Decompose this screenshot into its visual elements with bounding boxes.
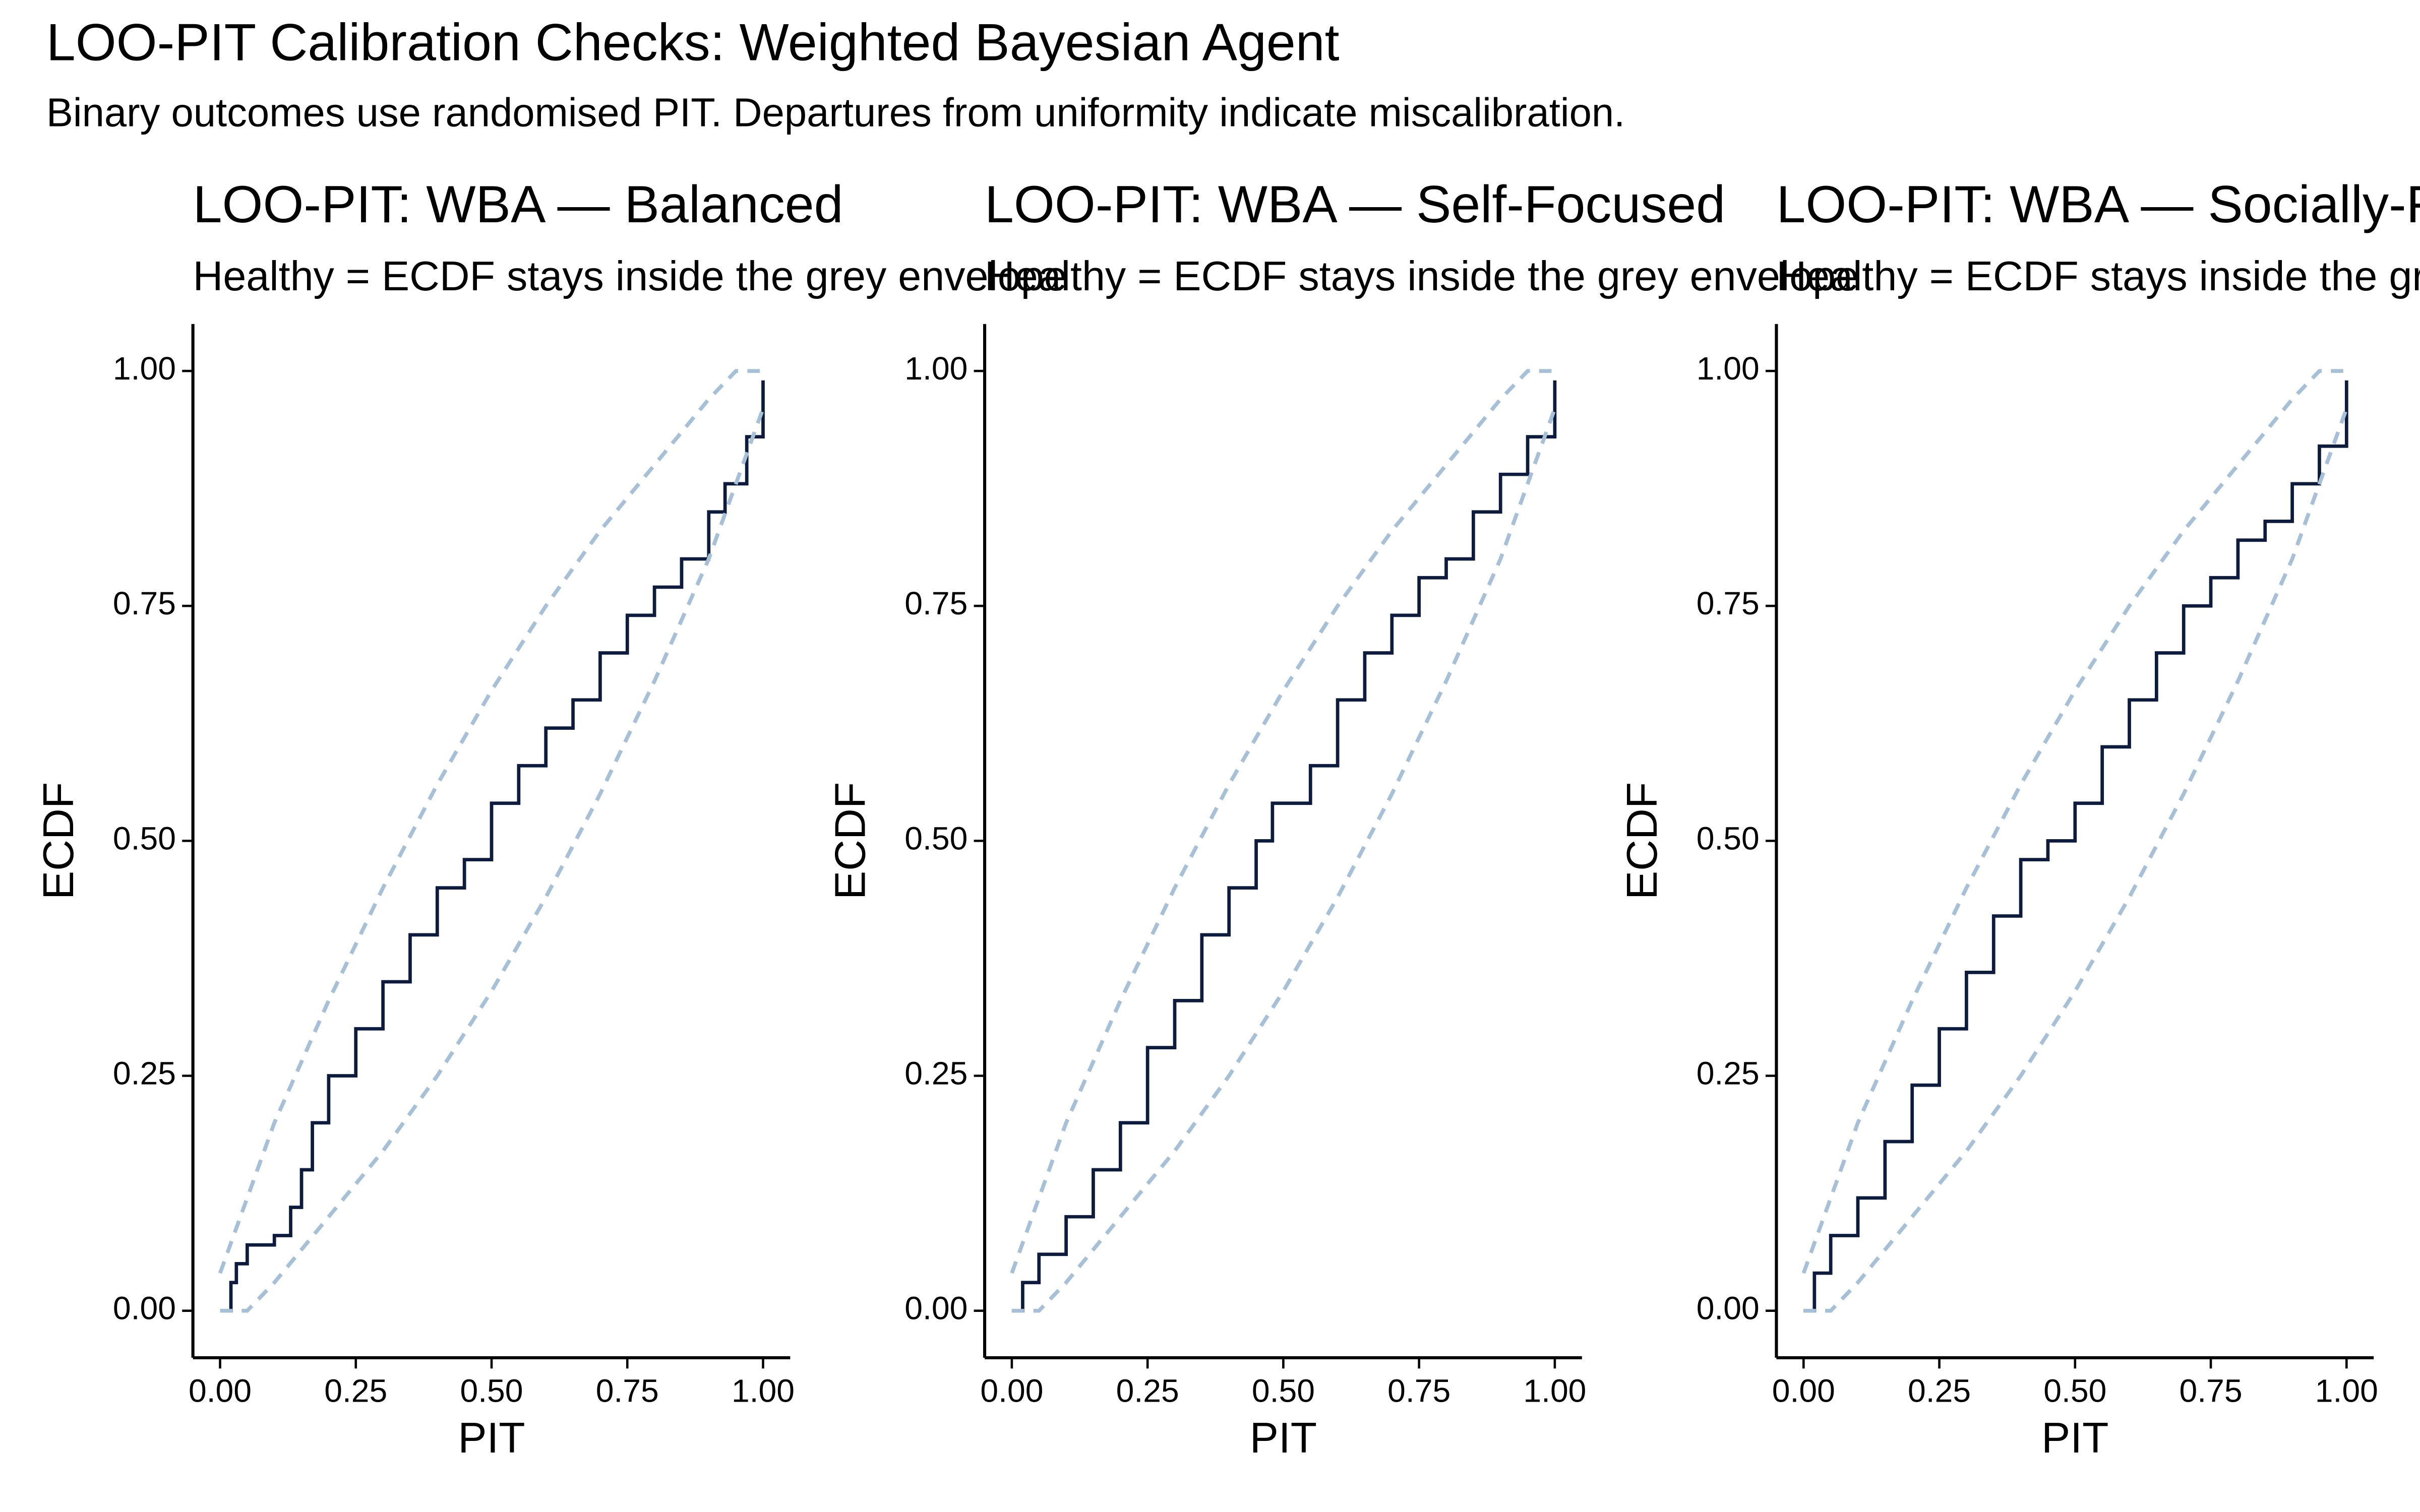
y-axis-title: ECDF <box>826 782 874 900</box>
ecdf-line <box>220 380 765 1313</box>
envelope-line <box>1011 408 1557 1313</box>
x-tick-label: 0.00 <box>1772 1372 1835 1409</box>
x-tick-label: 0.00 <box>980 1372 1043 1409</box>
y-axis-title: ECDF <box>34 782 83 900</box>
y-tick-label: 0.75 <box>113 585 176 621</box>
envelope-line <box>220 408 765 1313</box>
figure-subtitle: Binary outcomes use randomised PIT. Depa… <box>46 90 1625 135</box>
panel-title: LOO-PIT: WBA — Self-Focused <box>985 175 1725 234</box>
envelope-line <box>1010 369 1555 1274</box>
x-tick-label: 0.00 <box>189 1372 252 1409</box>
x-tick-label: 0.75 <box>2180 1372 2243 1409</box>
panel-subtitle: Healthy = ECDF stays inside the grey env… <box>193 253 1067 299</box>
y-tick-label: 0.50 <box>904 820 967 856</box>
y-axis-title: ECDF <box>1618 782 1666 900</box>
x-tick-label: 0.75 <box>596 1372 659 1409</box>
y-tick-label: 0.50 <box>1697 820 1760 856</box>
panel: LOO-PIT: WBA — Balanced Healthy = ECDF st… <box>34 175 1067 1462</box>
x-tick-label: 0.75 <box>1387 1372 1450 1409</box>
y-tick-label: 1.00 <box>113 350 176 387</box>
y-tick-label: 0.00 <box>904 1290 967 1327</box>
envelope-line <box>1801 369 2347 1274</box>
y-tick-label: 0.25 <box>904 1055 967 1091</box>
x-tick-label: 0.25 <box>1116 1372 1179 1409</box>
y-tick-label: 0.00 <box>113 1290 176 1327</box>
panel-subtitle: Healthy = ECDF stays inside the grey env… <box>1776 253 2420 299</box>
y-tick-label: 0.75 <box>904 585 967 621</box>
x-tick-label: 1.00 <box>2315 1372 2378 1409</box>
x-tick-label: 0.25 <box>1908 1372 1971 1409</box>
y-tick-label: 1.00 <box>1697 350 1760 387</box>
panel: LOO-PIT: WBA — Socially-Focused Healthy =… <box>1618 175 2420 1462</box>
y-tick-label: 0.25 <box>1697 1055 1760 1091</box>
panel-title: LOO-PIT: WBA — Socially-Focused <box>1776 175 2420 234</box>
y-tick-label: 0.75 <box>1697 585 1760 621</box>
y-tick-label: 0.50 <box>113 820 176 856</box>
x-axis-title: PIT <box>2041 1414 2108 1462</box>
panel-title: LOO-PIT: WBA — Balanced <box>193 175 843 234</box>
x-axis-title: PIT <box>1250 1414 1317 1462</box>
x-tick-label: 0.50 <box>1252 1372 1315 1409</box>
y-tick-label: 0.25 <box>113 1055 176 1091</box>
x-tick-label: 0.50 <box>2043 1372 2106 1409</box>
x-tick-label: 0.25 <box>324 1372 387 1409</box>
ecdf-line <box>1803 380 2348 1313</box>
envelope-line <box>1803 408 2348 1313</box>
envelope-line <box>218 369 763 1274</box>
y-tick-label: 1.00 <box>904 350 967 387</box>
x-tick-label: 0.50 <box>460 1372 523 1409</box>
ecdf-line <box>1011 380 1557 1313</box>
figure-title: LOO-PIT Calibration Checks: Weighted Bay… <box>46 13 1340 72</box>
x-tick-label: 1.00 <box>1523 1372 1586 1409</box>
y-tick-label: 0.00 <box>1697 1290 1760 1327</box>
panel: LOO-PIT: WBA — Self-Focused Healthy = ECD… <box>826 175 1859 1462</box>
x-tick-label: 1.00 <box>732 1372 795 1409</box>
panel-subtitle: Healthy = ECDF stays inside the grey env… <box>985 253 1859 299</box>
x-axis-title: PIT <box>458 1414 525 1462</box>
